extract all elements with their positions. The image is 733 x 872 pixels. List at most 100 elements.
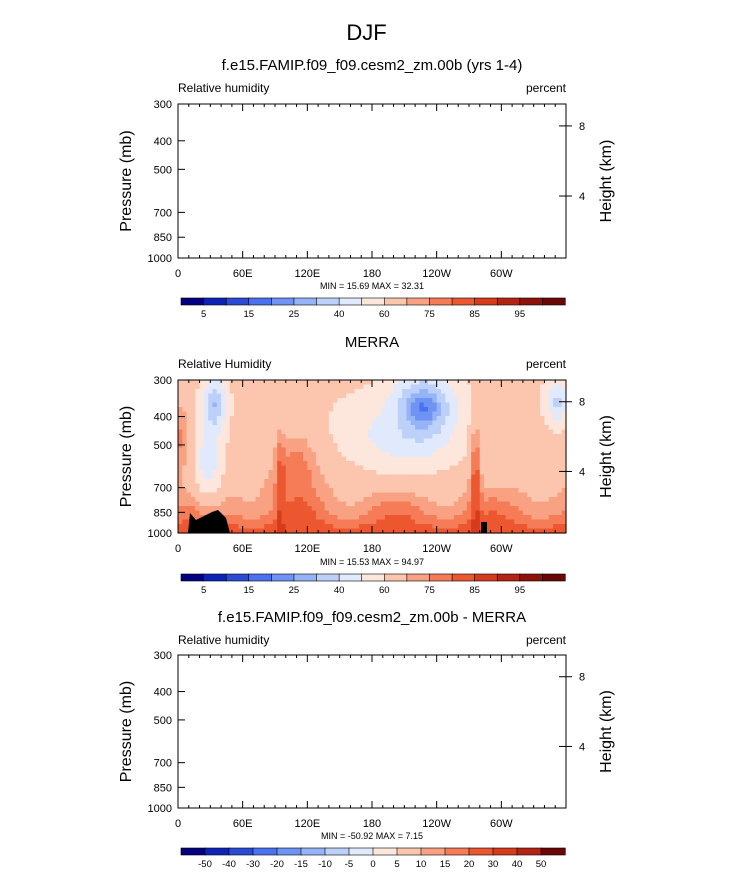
heatmap-cell <box>303 407 308 413</box>
heatmap-cell <box>540 452 546 458</box>
heatmap-cell <box>303 438 308 444</box>
heatmap-cell <box>406 515 412 521</box>
heatmap-cell <box>195 470 201 476</box>
heatmap-cell <box>350 524 356 530</box>
heatmap-cell <box>272 416 278 422</box>
heatmap-cell <box>346 416 352 422</box>
heatmap-cell <box>320 456 326 462</box>
heatmap-cell <box>475 398 481 404</box>
heatmap-cell <box>376 420 382 426</box>
heatmap-cell <box>354 456 360 462</box>
heatmap-cell <box>527 447 533 453</box>
x-tick-label: 60W <box>490 818 513 830</box>
heatmap-cell <box>419 398 425 404</box>
heatmap-cell <box>294 497 300 503</box>
heatmap-cell <box>527 528 533 534</box>
heatmap-cell <box>246 438 252 444</box>
heatmap-cell <box>471 465 477 471</box>
heatmap-cell <box>492 515 498 521</box>
heatmap-cell <box>535 519 541 525</box>
heatmap-cell <box>320 519 326 525</box>
heatmap-cell <box>229 434 235 440</box>
heatmap-cell <box>298 420 304 426</box>
heatmap-cell <box>234 447 239 453</box>
heatmap-cell <box>333 479 339 485</box>
heatmap-cell <box>354 411 360 417</box>
heatmap-cell <box>195 488 201 494</box>
heatmap-cell <box>333 425 339 431</box>
heatmap-cell <box>376 447 382 453</box>
heatmap-cell <box>229 425 235 431</box>
heatmap-cell <box>178 434 183 440</box>
heatmap-cell <box>359 434 364 440</box>
heatmap-cell <box>514 420 520 426</box>
heatmap-cell <box>488 506 494 512</box>
heatmap-cell <box>432 411 438 417</box>
heatmap-cell <box>259 465 265 471</box>
heatmap-cell <box>246 425 252 431</box>
heatmap-cell <box>548 380 554 386</box>
heatmap-cell <box>428 393 433 399</box>
heatmap-cell <box>440 429 446 435</box>
heatmap-cell <box>311 398 317 404</box>
heatmap-cell <box>359 461 364 467</box>
heatmap-cell <box>255 506 261 512</box>
heatmap-cell <box>518 411 524 417</box>
heatmap-cell <box>458 515 464 521</box>
heatmap-cell <box>221 438 227 444</box>
heatmap-cell <box>406 479 412 485</box>
heatmap-cell <box>315 479 321 485</box>
heatmap-cell <box>359 398 364 404</box>
heatmap-cell <box>423 524 429 530</box>
heatmap-cell <box>190 380 196 386</box>
heatmap-cell <box>440 402 446 408</box>
heatmap-cell <box>557 506 563 512</box>
heatmap-cell <box>522 483 528 489</box>
heatmap-cell <box>311 384 317 390</box>
heatmap-cell <box>190 470 196 476</box>
heatmap-cell <box>190 407 196 413</box>
heatmap-cell <box>333 389 339 395</box>
heatmap-cell <box>341 528 347 534</box>
heatmap-cell <box>229 398 235 404</box>
heatmap-cell <box>294 429 300 435</box>
heatmap-cell <box>203 438 209 444</box>
heatmap-cell <box>531 429 537 435</box>
heatmap-cell <box>281 519 287 525</box>
heatmap-cell <box>182 519 188 525</box>
heatmap-cell <box>234 380 239 386</box>
heatmap-cell <box>259 483 265 489</box>
heatmap-cell <box>458 479 464 485</box>
heatmap-cell <box>350 506 356 512</box>
heatmap-cell <box>264 429 270 435</box>
heatmap-cell <box>410 515 416 521</box>
heatmap-cell <box>359 438 364 444</box>
heatmap-cell <box>535 402 541 408</box>
heatmap-cell <box>397 429 403 435</box>
heatmap-cell <box>436 402 442 408</box>
heatmap-cell <box>432 510 438 516</box>
heatmap-cell <box>212 483 218 489</box>
heatmap-cell <box>324 497 330 503</box>
heatmap-cell <box>190 447 196 453</box>
heatmap-cell <box>178 506 183 512</box>
colorbar-label: -40 <box>222 859 236 870</box>
heatmap-cell <box>432 470 438 476</box>
heatmap-cell <box>363 407 369 413</box>
heatmap-cell <box>527 524 533 530</box>
heatmap-cell <box>341 456 347 462</box>
panel-title: f.e15.FAMIP.f09_f09.cesm2_zm.00b - MERRA <box>218 609 526 626</box>
heatmap-cell <box>242 452 248 458</box>
heatmap-cell <box>225 447 231 453</box>
heatmap-cell <box>453 402 459 408</box>
heatmap-cell <box>527 380 533 386</box>
heatmap-cell <box>505 384 511 390</box>
heatmap-cell <box>255 416 261 422</box>
heatmap-cell <box>320 497 326 503</box>
colorbar: 5 15 25 40 60 75 85 95 <box>180 573 566 596</box>
heatmap-cell <box>406 519 412 525</box>
heatmap-cell <box>264 515 270 521</box>
heatmap-cell <box>341 380 347 386</box>
heatmap-cell <box>212 501 218 507</box>
heatmap-cell <box>445 429 451 435</box>
